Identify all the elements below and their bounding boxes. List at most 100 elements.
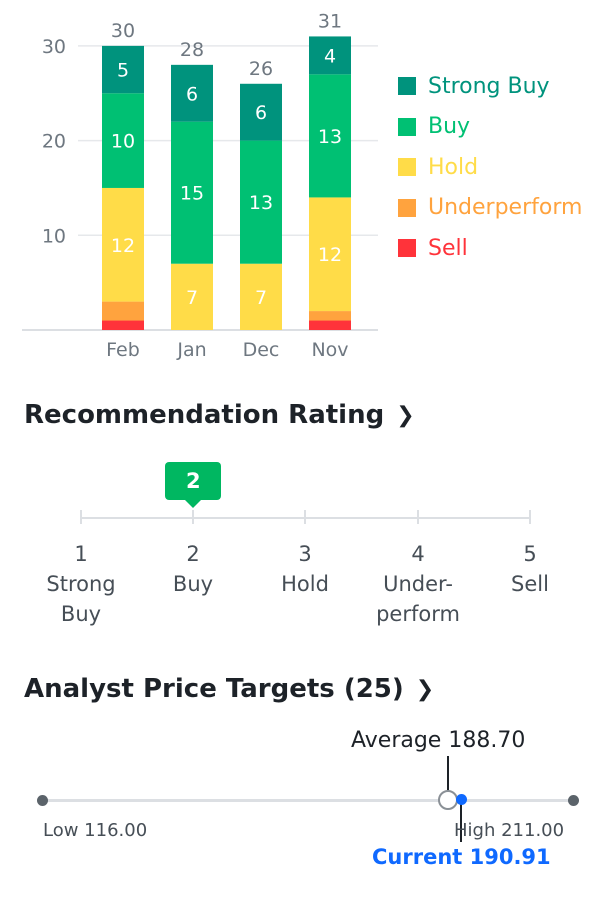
- analyst-price-targets-link[interactable]: Analyst Price Targets (25) ❯: [24, 674, 434, 704]
- rating-scale-label: 2 Buy: [133, 539, 253, 599]
- legend-swatch: [398, 117, 416, 136]
- bar-segment-strong-buy[interactable]: [309, 36, 351, 75]
- high-price-dot: [568, 795, 579, 806]
- legend-label: Buy: [428, 114, 471, 140]
- rating-scale-label: 4 Under-perform: [358, 539, 478, 629]
- price-range-line: [42, 799, 574, 802]
- rating-scale-number: 3: [298, 542, 312, 566]
- recommendation-rating-title: Recommendation Rating: [24, 400, 385, 430]
- bar-segment-sell[interactable]: [309, 320, 351, 330]
- x-axis-ticks: Feb Jan Dec Nov: [106, 339, 348, 361]
- bar-total-label: 26: [249, 58, 273, 80]
- bar-segment-value: 4: [324, 45, 336, 67]
- bar-total-label: 28: [180, 39, 204, 61]
- bar-segment-hold[interactable]: [240, 263, 282, 330]
- x-tick-label: Jan: [176, 339, 206, 361]
- rating-scale-text: Strong: [46, 572, 116, 596]
- bar-segment-hold[interactable]: [102, 187, 144, 302]
- analyst-price-targets-title: Analyst Price Targets (25): [24, 674, 404, 704]
- low-price-dot: [37, 795, 48, 806]
- bar-segment-hold[interactable]: [171, 263, 213, 330]
- rating-scale-number: 2: [186, 542, 200, 566]
- legend-swatch: [398, 77, 416, 96]
- legend-item-sell[interactable]: Sell: [398, 228, 582, 269]
- rating-tick: [529, 510, 531, 524]
- bar-segment-value: 12: [318, 244, 342, 266]
- bar-segment-buy[interactable]: [309, 74, 351, 198]
- legend-item-hold[interactable]: Hold: [398, 147, 582, 188]
- chevron-right-icon: ❯: [396, 402, 415, 428]
- bar-segment-value: 7: [186, 287, 198, 309]
- rating-scale-label: 5 Sell: [470, 539, 590, 599]
- legend-item-buy[interactable]: Buy: [398, 107, 582, 148]
- x-tick-label: Feb: [106, 339, 140, 361]
- rating-tick: [80, 510, 82, 524]
- chart-legend: Strong Buy Buy Hold Underperform Sell: [398, 66, 582, 269]
- bar-segment-buy[interactable]: [240, 140, 282, 264]
- rating-value-badge: 2: [165, 462, 222, 508]
- rating-scale-number: 1: [74, 542, 88, 566]
- y-tick-label: 30: [42, 36, 66, 58]
- bar-segment-sell[interactable]: [102, 320, 144, 330]
- bar-segment-value: 15: [180, 183, 204, 205]
- legend-item-underperform[interactable]: Underperform: [398, 188, 582, 229]
- bar-segment-value: 13: [318, 126, 342, 148]
- bar-segment-underperform[interactable]: [309, 311, 351, 321]
- bar-segment-value: 13: [249, 192, 273, 214]
- rating-scale-label: 1 Strong Buy: [21, 539, 141, 629]
- rating-scale-number: 4: [411, 542, 425, 566]
- average-connector-line: [447, 756, 450, 792]
- chevron-right-icon: ❯: [415, 676, 435, 702]
- bar-total-label: 30: [111, 20, 135, 42]
- legend-swatch: [398, 158, 416, 177]
- rating-tick: [417, 510, 419, 524]
- legend-label: Hold: [428, 154, 479, 180]
- rating-scale-text: perform: [376, 602, 460, 626]
- bar-segment-underperform[interactable]: [102, 301, 144, 321]
- bar-segment-value: 5: [117, 60, 129, 82]
- bar-segment-hold[interactable]: [309, 197, 351, 312]
- bar-segment-strong-buy[interactable]: [102, 45, 144, 94]
- high-price-label: High 211.00: [454, 820, 565, 841]
- rating-scale-text: Sell: [511, 572, 549, 596]
- legend-label: Strong Buy: [428, 73, 550, 99]
- recommendation-rating-scale: 1 Strong Buy 2 Buy 3 Hold 4 Under-perform 5 Sell 2: [0, 455, 611, 645]
- rating-scale-text: Buy: [172, 572, 214, 596]
- price-target-range: Average 188.70 Low 116.00 High 211.00 Curre…: [0, 720, 611, 890]
- chart-bars: 12 10 5 30 7 15 6 28 7 13 6 26 12 13 4 31: [102, 10, 351, 330]
- rating-scale-text: Hold: [281, 572, 329, 596]
- legend-swatch: [398, 239, 416, 258]
- bar-segment-value: 7: [255, 287, 267, 309]
- recommendation-rating-link[interactable]: Recommendation Rating ❯: [24, 400, 415, 430]
- x-tick-label: Dec: [243, 339, 280, 361]
- bar-segment-value: 6: [255, 102, 267, 124]
- analyst-recommendations-chart: 10 20 30 12 10 5 30 7 15 6 28 7 13 6 26 12 13 4 31 Feb Jan…: [22, 10, 378, 361]
- bar-segment-value: 12: [111, 235, 135, 257]
- low-price-label: Low 116.00: [43, 820, 148, 841]
- legend-label: Sell: [428, 235, 468, 261]
- rating-scale-label: 3 Hold: [245, 539, 365, 599]
- bar-segment-buy[interactable]: [102, 93, 144, 188]
- bar-segment-strong-buy[interactable]: [171, 64, 213, 122]
- bar-segment-value: 10: [111, 131, 135, 153]
- bar-segment-strong-buy[interactable]: [240, 83, 282, 141]
- current-price-label: Current 190.91: [372, 845, 551, 869]
- y-tick-label: 10: [42, 225, 66, 247]
- rating-scale-text: Under-: [383, 572, 453, 596]
- y-axis-ticks: 10 20 30: [42, 36, 66, 247]
- legend-swatch: [398, 198, 416, 217]
- legend-item-strong-buy[interactable]: Strong Buy: [398, 66, 582, 107]
- rating-tick: [192, 510, 194, 524]
- bar-segment-value: 6: [186, 83, 198, 105]
- rating-tick: [304, 510, 306, 524]
- bar-total-label: 31: [318, 10, 342, 32]
- rating-scale-text: Buy: [60, 602, 102, 626]
- rating-scale-number: 5: [523, 542, 537, 566]
- current-price-marker: [455, 794, 467, 805]
- current-connector-line: [459, 802, 462, 842]
- x-tick-label: Nov: [311, 339, 348, 361]
- bar-segment-buy[interactable]: [171, 121, 213, 264]
- average-price-label: Average 188.70: [351, 728, 526, 753]
- y-tick-label: 20: [42, 131, 66, 153]
- legend-label: Underperform: [428, 195, 583, 221]
